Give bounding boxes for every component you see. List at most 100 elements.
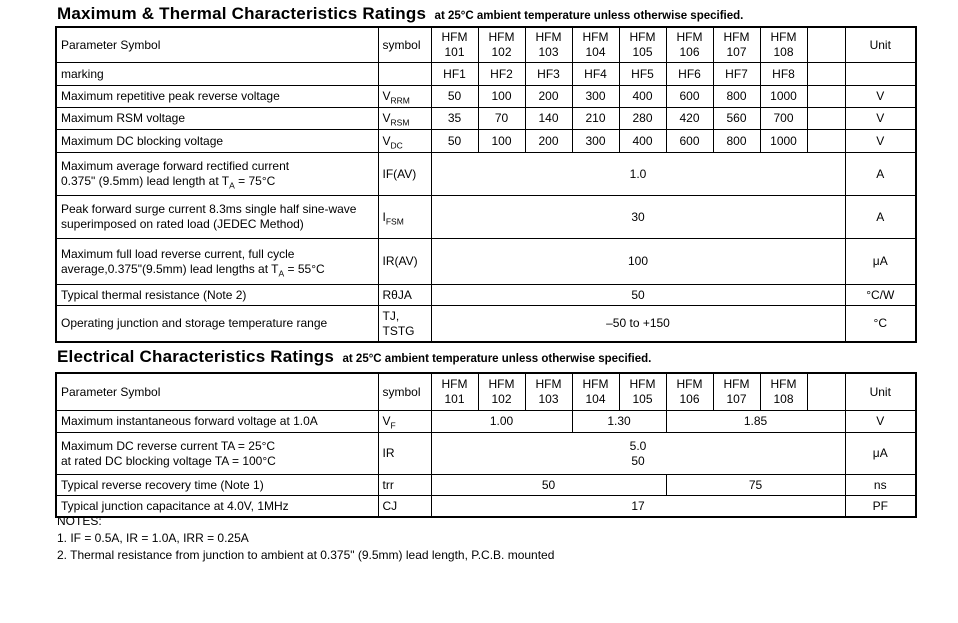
electrical-subtitle: at 25°C ambient temperature unless other…: [342, 353, 652, 365]
max-thermal-subtitle: at 25°C ambient temperature unless other…: [434, 10, 744, 22]
param-line2-rest: = 75°C: [234, 174, 276, 188]
value-cell: 100: [477, 129, 526, 153]
model-header: HFM 107: [712, 372, 761, 411]
value-cell: HF8: [759, 62, 808, 86]
symbol-header: symbol: [377, 26, 432, 63]
merged-value-cell: 1.85: [665, 410, 846, 433]
value-cell: 420: [665, 107, 714, 130]
spacer-cell: [806, 129, 846, 153]
notes-heading: NOTES:: [57, 514, 102, 528]
value-cell: 400: [618, 85, 667, 108]
row-vrrm: Maximum repetitive peak reverse voltage …: [55, 85, 917, 108]
model-header: HFM 104: [571, 26, 620, 63]
model-header: HFM 103: [524, 26, 573, 63]
model-num: 103: [538, 392, 559, 406]
param-line2: 0.375" (9.5mm) lead length at TA = 75°C: [61, 174, 376, 191]
unit-cell: A: [844, 195, 917, 239]
model-num: 106: [679, 45, 700, 59]
param-line1: Maximum average forward rectified curren…: [61, 159, 290, 173]
param-line2-text: 0.375" (9.5mm) lead length at T: [61, 174, 230, 188]
value-cell: 35: [430, 107, 479, 130]
model-header: HFM 108: [759, 26, 808, 63]
symbol-cell: VRSM: [377, 107, 432, 130]
model-num: 108: [773, 45, 794, 59]
model-name: HFM: [676, 30, 703, 44]
model-num: 104: [585, 392, 606, 406]
row-rthja: Typical thermal resistance (Note 2) RθJA…: [55, 284, 917, 306]
model-name: HFM: [629, 377, 656, 391]
electrical-section-title: Electrical Characteristics Ratings at 25…: [57, 347, 651, 367]
symbol-cell: RθJA: [377, 284, 432, 306]
param-cell: Typical reverse recovery time (Note 1): [55, 474, 379, 496]
param-cell: Operating junction and storage temperatu…: [55, 305, 379, 343]
unit-cell: °C: [844, 305, 917, 343]
symbol-cell: VRRM: [377, 85, 432, 108]
max-thermal-table: Parameter Symbol symbol HFM 101 HFM 102 HF…: [55, 26, 917, 343]
unit-cell: V: [844, 410, 917, 433]
value-cell: HF7: [712, 62, 761, 86]
param-line2-sub: A: [229, 180, 235, 191]
model-header: HFM 106: [665, 372, 714, 411]
unit-cell: PF: [844, 495, 917, 518]
model-header: HFM 105: [618, 26, 667, 63]
param-cell: Maximum RSM voltage: [55, 107, 379, 130]
symbol-cell: IF(AV): [377, 152, 432, 196]
value-cell: 1000: [759, 85, 808, 108]
symbol-base: V: [382, 414, 391, 428]
row-trr: Typical reverse recovery time (Note 1) t…: [55, 474, 917, 496]
merged-value-cell: 17: [430, 495, 846, 518]
model-name: HFM: [676, 377, 703, 391]
value-cell: 200: [524, 85, 573, 108]
merged-value-cell: 30: [430, 195, 846, 239]
row-cj: Typical junction capacitance at 4.0V, 1M…: [55, 495, 917, 518]
symbol-cell: CJ: [377, 495, 432, 518]
value-cell: 600: [665, 85, 714, 108]
symbol-line1: TJ,: [382, 308, 400, 323]
symbol-cell: IFSM: [377, 195, 432, 239]
unit-cell: V: [844, 107, 917, 130]
value-cell: HF1: [430, 62, 479, 86]
param-line2-text: average,0.375"(9.5mm) lead lengths at T: [61, 261, 279, 276]
model-num: 105: [632, 45, 653, 59]
param-cell: Maximum average forward rectified curren…: [55, 152, 379, 196]
param-line1: Maximum DC reverse current TA = 25°C: [61, 438, 276, 453]
unit-cell: V: [844, 85, 917, 108]
param-cell: Maximum repetitive peak reverse voltage: [55, 85, 379, 108]
param-line2-rest: = 55°C: [284, 261, 325, 276]
row-ifav: Maximum average forward rectified curren…: [55, 152, 917, 196]
model-name: HFM: [535, 377, 562, 391]
merged-value-cell: 50: [430, 284, 846, 306]
param-cell: marking: [55, 62, 379, 86]
note-1: 1. IF = 0.5A, IR = 1.0A, IRR = 0.25A: [57, 531, 249, 545]
spacer-cell: [806, 372, 846, 411]
value-cell: HF4: [571, 62, 620, 86]
symbol-line2: TSTG: [382, 323, 415, 338]
row-vdc: Maximum DC blocking voltage VDC 50 100 2…: [55, 129, 917, 153]
unit-header: Unit: [844, 372, 917, 411]
value-line2: 50: [631, 453, 645, 468]
value-cell: 600: [665, 129, 714, 153]
model-num: 107: [726, 392, 747, 406]
symbol-cell: [377, 62, 432, 86]
param-cell: Peak forward surge current 8.3ms single …: [55, 195, 379, 239]
model-name: HFM: [723, 30, 750, 44]
spacer-cell: [806, 85, 846, 108]
model-header: HFM 106: [665, 26, 714, 63]
value-cell: 300: [571, 85, 620, 108]
merged-value-cell: 75: [665, 474, 846, 496]
symbol-cell: VF: [377, 410, 432, 433]
param-cell: Maximum full load reverse current, full …: [55, 238, 379, 285]
merged-value-cell: 50: [430, 474, 667, 496]
symbol-cell: VDC: [377, 129, 432, 153]
unit-cell: A: [844, 152, 917, 196]
model-num: 107: [726, 45, 747, 59]
value-cell: HF5: [618, 62, 667, 86]
value-cell: 70: [477, 107, 526, 130]
model-header: HFM 101: [430, 372, 479, 411]
model-header: HFM 102: [477, 372, 526, 411]
value-cell: 140: [524, 107, 573, 130]
param-line2-sub: A: [278, 267, 285, 278]
model-num: 104: [585, 45, 606, 59]
model-name: HFM: [770, 30, 797, 44]
value-cell: 800: [712, 85, 761, 108]
